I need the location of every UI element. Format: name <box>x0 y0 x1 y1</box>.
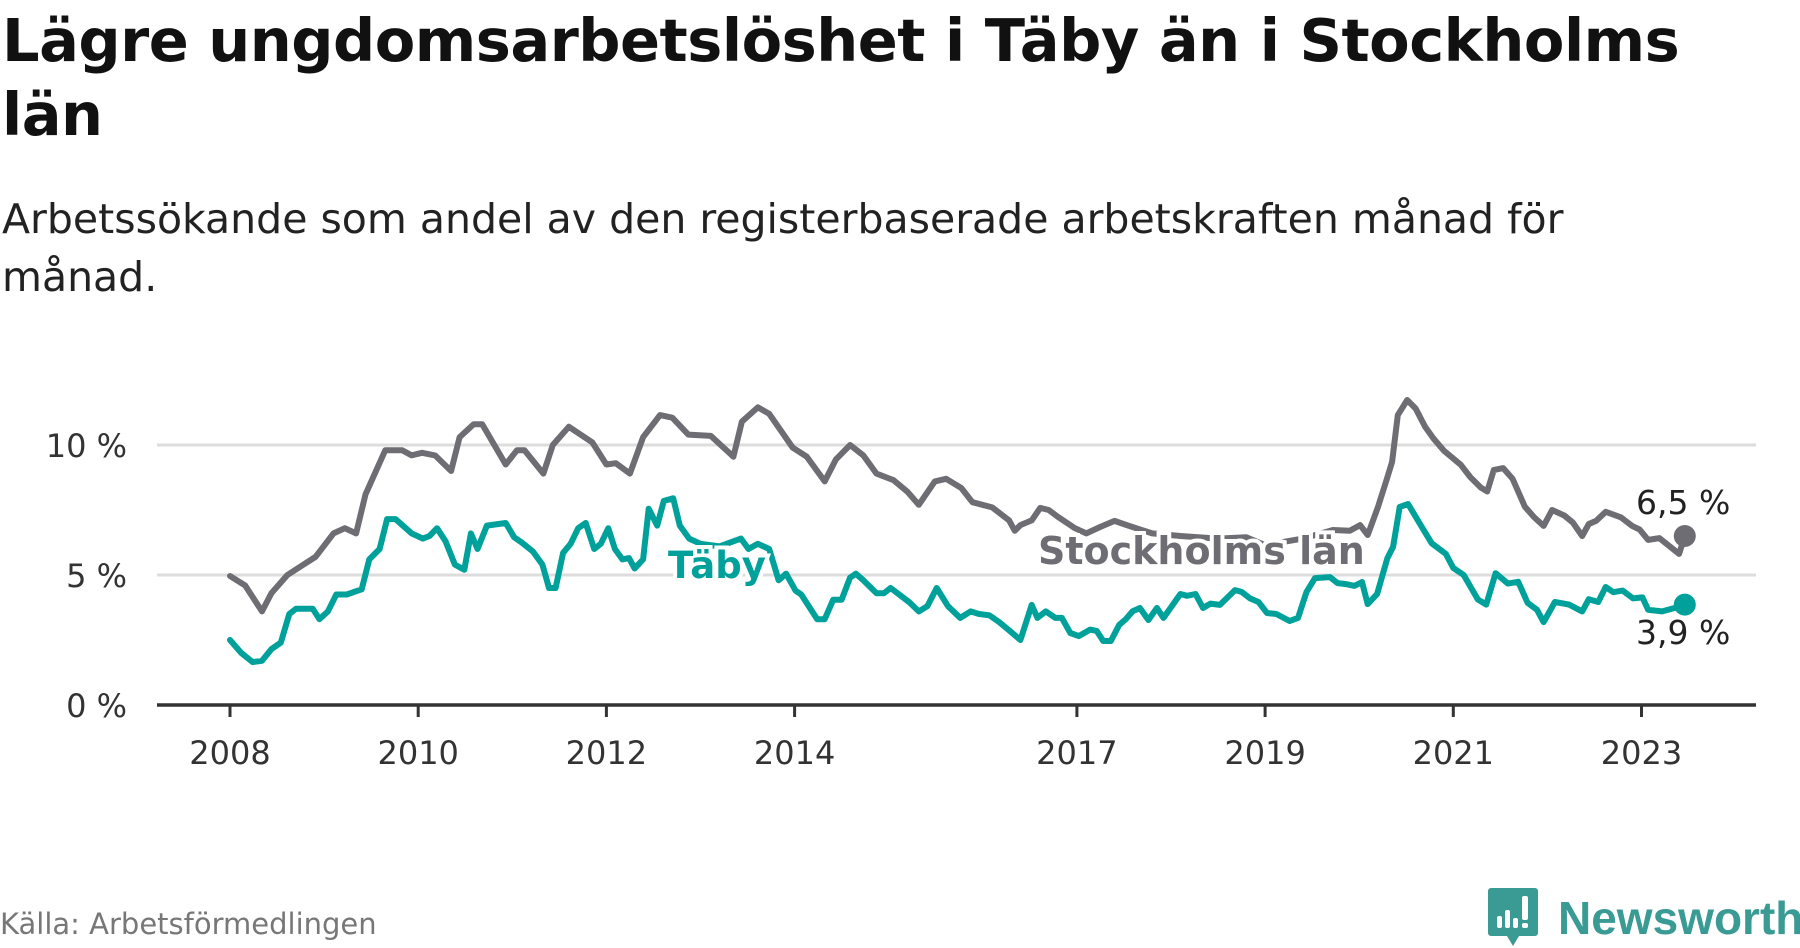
source-note: Källa: Arbetsförmedlingen <box>0 907 377 941</box>
x-tick-label: 2017 <box>1036 734 1117 772</box>
y-axis: 0 % 5 % 10 % <box>46 427 127 725</box>
x-tick-label: 2010 <box>377 734 458 772</box>
line-taby <box>227 495 1688 666</box>
series-lines <box>227 397 1696 666</box>
x-tick-label: 2012 <box>566 734 647 772</box>
line-taby-end-dot <box>1673 593 1696 616</box>
series-label-taby: Täby <box>668 544 766 587</box>
newsworthy-logo: Newsworthy <box>1488 888 1800 948</box>
x-tick-label: 2014 <box>754 734 835 772</box>
end-label-taby: 3,9 % <box>1636 613 1730 652</box>
y-tick-label: 0 % <box>66 687 127 725</box>
chart-subtitle: Arbetssökande som andel av den registerb… <box>2 195 1564 301</box>
x-axis: 2008 2010 2012 2014 2017 2019 2021 2023 <box>157 703 1756 772</box>
chart-title: Lägre ungdomsarbetslöshet i Täby än i St… <box>2 6 1680 149</box>
x-tick-label: 2023 <box>1601 734 1682 772</box>
newsworthy-logo-icon <box>1488 888 1538 946</box>
end-label-stockholm: 6,5 % <box>1636 483 1730 522</box>
y-tick-label: 5 % <box>66 557 127 595</box>
series-labels: Täby Stockholms län 6,5 % 3,9 % <box>664 480 1733 655</box>
x-tick-label: 2008 <box>189 734 270 772</box>
y-tick-label: 10 % <box>46 427 127 465</box>
gridlines <box>157 443 1756 577</box>
x-tick-label: 2021 <box>1413 734 1494 772</box>
brand-name: Newsworthy <box>1558 892 1800 944</box>
line-stockholm <box>227 397 1688 615</box>
series-label-stockholm: Stockholms län <box>1038 529 1365 573</box>
line-stockholm-end-dot <box>1673 525 1696 547</box>
x-tick-label: 2019 <box>1224 734 1305 772</box>
